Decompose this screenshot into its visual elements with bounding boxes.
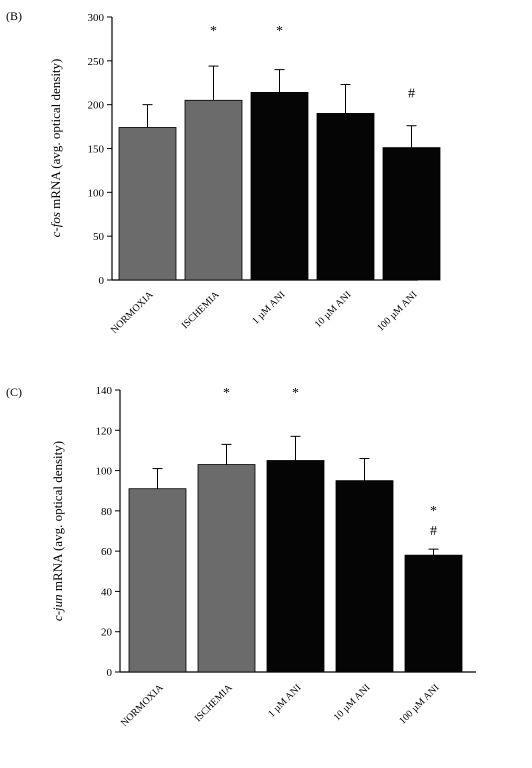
bar bbox=[382, 147, 441, 281]
y-tick-label: 200 bbox=[88, 100, 105, 112]
y-tick-label: 120 bbox=[96, 425, 113, 437]
category-label: 1 µM ANI bbox=[266, 682, 303, 719]
y-axis-label-rest: mRNA (avg. optical density) bbox=[50, 441, 65, 594]
y-tick-label: 100 bbox=[96, 466, 113, 478]
y-axis-label-rest: mRNA (avg. optical density) bbox=[48, 59, 63, 212]
significance-hash: # bbox=[408, 87, 415, 102]
y-tick-label: 80 bbox=[101, 506, 113, 518]
category-label: 100 µM ANI bbox=[375, 289, 419, 333]
category-label: 10 µM ANI bbox=[332, 682, 373, 723]
bar bbox=[316, 113, 375, 281]
bar bbox=[335, 480, 394, 673]
category-label: ISCHEMIA bbox=[193, 682, 236, 725]
bar bbox=[266, 460, 325, 673]
panel-label: (C) bbox=[6, 385, 22, 399]
significance-hash: # bbox=[430, 524, 437, 539]
y-tick-label: 0 bbox=[99, 275, 105, 287]
y-tick-label: 0 bbox=[107, 667, 113, 679]
y-tick-label: 150 bbox=[88, 144, 105, 156]
significance-star: * bbox=[223, 386, 230, 401]
bar bbox=[250, 91, 309, 281]
significance-star: * bbox=[292, 386, 299, 401]
category-label: 1 µM ANI bbox=[250, 289, 287, 326]
y-axis-label-gene: c-fos bbox=[48, 212, 63, 237]
y-axis-label: c-fos mRNA (avg. optical density) bbox=[48, 59, 63, 238]
y-tick-label: 20 bbox=[101, 627, 113, 639]
significance-star: * bbox=[430, 504, 437, 519]
category-label: ISCHEMIA bbox=[180, 289, 223, 332]
y-tick-label: 100 bbox=[88, 187, 105, 199]
category-label: 10 µM ANI bbox=[313, 289, 354, 330]
chart-c-cjun: (C) 0 20 40 60 80 100 120 140 c-jun mRNA (avg. op… bbox=[6, 385, 476, 729]
category-label: NORMOXIA bbox=[119, 682, 166, 729]
panel-label: (B) bbox=[6, 9, 22, 23]
significance-star: * bbox=[276, 24, 283, 39]
y-axis-label: c-jun mRNA (avg. optical density) bbox=[50, 441, 65, 621]
y-axis-label-gene: c-jun bbox=[50, 594, 65, 621]
y-tick-label: 40 bbox=[101, 586, 113, 598]
significance-star: * bbox=[210, 24, 217, 39]
bar bbox=[197, 464, 256, 673]
chart-b-cfos: (B) 0 50 100 150 200 250 300 c-fos mRNA (avg. op… bbox=[6, 9, 441, 336]
category-label: NORMOXIA bbox=[109, 289, 156, 336]
y-tick-label: 50 bbox=[93, 231, 105, 243]
y-tick-label: 140 bbox=[96, 385, 113, 397]
bar bbox=[128, 488, 187, 673]
y-tick-label: 300 bbox=[88, 12, 105, 24]
bar bbox=[118, 127, 177, 281]
category-label: 100 µM ANI bbox=[397, 682, 441, 726]
y-tick-label: 60 bbox=[101, 546, 113, 558]
y-tick-label: 250 bbox=[88, 56, 105, 68]
bar bbox=[184, 99, 243, 281]
bar bbox=[404, 554, 463, 673]
